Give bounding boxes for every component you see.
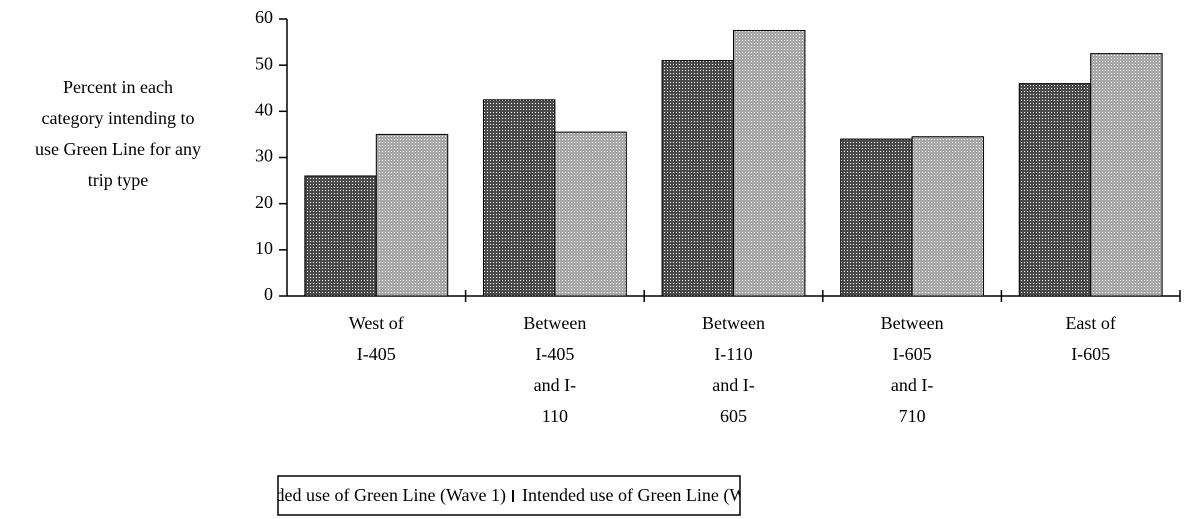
- x-tick-label-box: Between I-605 and I- 710: [880, 313, 944, 426]
- x-tick-label-box: Between I-405 and I- 110: [523, 313, 587, 426]
- bar: [911, 136, 985, 297]
- legend: Intended use of Green Line (Wave 1) Inten…: [278, 476, 740, 515]
- legend-box: [277, 475, 741, 516]
- legend-swatch: [512, 489, 514, 502]
- bar: [661, 60, 734, 297]
- y-tick-label: 50: [255, 53, 273, 73]
- bar: [554, 131, 627, 297]
- y-axis-label-box: Percent in each category intending to us…: [35, 77, 201, 190]
- bar: [1018, 83, 1092, 297]
- legend-label: Intended use of Green Line (Wave 2): [522, 485, 740, 505]
- x-tick-label-box: East of I-605: [1065, 313, 1116, 364]
- legend-content: Intended use of Green Line (Wave 1) Inten…: [278, 476, 740, 515]
- x-tick-label: West of I-405: [348, 313, 404, 364]
- bar: [733, 30, 806, 297]
- bar: [1090, 53, 1163, 297]
- x-tick-label: Between I-405 and I- 110: [523, 313, 587, 426]
- y-axis-label: Percent in each category intending to us…: [35, 77, 201, 190]
- legend-label: Intended use of Green Line (Wave 1): [278, 485, 506, 505]
- bar: [482, 99, 556, 297]
- y-tick-label: 20: [255, 192, 273, 212]
- x-tick-label-box: West of I-405: [348, 313, 404, 364]
- bar: [840, 138, 913, 297]
- y-tick-label: 30: [255, 146, 273, 166]
- y-tick-label: 10: [255, 238, 273, 258]
- x-tick-label: Between I-110 and I- 605: [701, 313, 765, 426]
- y-tick-label: 40: [255, 99, 273, 119]
- bar: [375, 133, 449, 297]
- x-tick-label: Between I-605 and I- 710: [880, 313, 944, 426]
- y-tick-label: 60: [255, 7, 273, 27]
- x-tick-label-box: Between I-110 and I- 605: [701, 313, 765, 426]
- y-tick-label: 0: [264, 284, 273, 304]
- x-tick-label: East of I-605: [1065, 313, 1116, 364]
- bar: [304, 175, 377, 297]
